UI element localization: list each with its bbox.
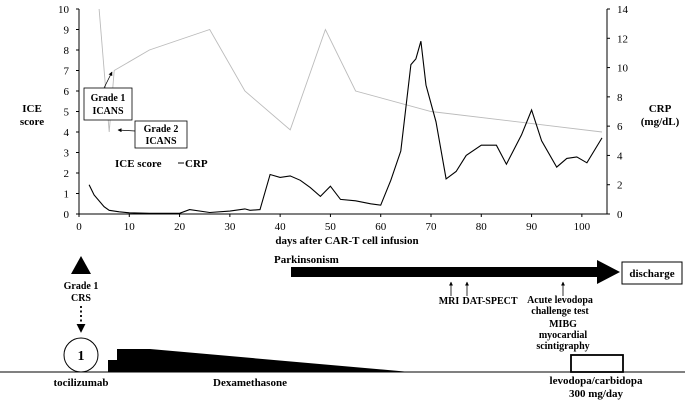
x-tick-label: 100 (574, 221, 591, 233)
y-left-tick-label: 5 (64, 107, 70, 119)
annotation-text-grade1-line1: Grade 1 (91, 93, 126, 104)
mibg-label-line3: scintigraphy (536, 341, 589, 352)
x-axis-label: days after CAR-T cell infusion (275, 235, 418, 247)
annotation-grade1-icans: Grade 1 ICANS (83, 71, 133, 121)
x-tick-label: 90 (526, 221, 538, 233)
series-line-crp (88, 41, 603, 214)
x-tick-label: 70 (426, 221, 438, 233)
chart-axes (78, 9, 608, 215)
x-tick-label: 40 (275, 221, 287, 233)
x-tick-label: 10 (124, 221, 136, 233)
annotation-text-grade1-line2: ICANS (92, 106, 124, 117)
dexamethasone-taper (108, 349, 410, 372)
mibg-label-line1: MIBG (549, 319, 577, 330)
annotation-arrow-grade2 (117, 128, 136, 133)
y-right-tick-label: 8 (617, 92, 623, 104)
x-tick-label: 80 (476, 221, 488, 233)
x-tick-label: 50 (325, 221, 337, 233)
dexamethasone-label: Dexamethasone (213, 377, 287, 389)
annotation-box-grade2 (134, 120, 188, 149)
parkinsonism-label: Parkinsonism (274, 254, 339, 266)
y-left-tick-label: 3 (64, 148, 70, 160)
event-label-levodopa-test-line1: Acute levodopa (527, 295, 593, 306)
y-right-tick-label: 2 (617, 180, 623, 192)
y-left-tick-label: 0 (64, 209, 70, 221)
x-tick-label: 30 (224, 221, 236, 233)
y-right-tick-label: 14 (617, 4, 629, 16)
tocilizumab-label: tocilizumab (54, 377, 109, 389)
parkinsonism-arrow (291, 260, 620, 284)
crs-label-line1: Grade 1 (64, 281, 99, 292)
annotation-text-grade2-line1: Grade 2 (144, 124, 179, 135)
x-tick-label: 20 (174, 221, 186, 233)
tocilizumab-dose-number: 1 (78, 349, 85, 364)
y-left-tick-label: 9 (64, 25, 70, 37)
levodopa-label-line2: 300 mg/day (569, 388, 624, 400)
annotation-box-grade1 (83, 87, 133, 121)
levodopa-bar (570, 354, 624, 373)
y-right-tick-label: 12 (617, 33, 628, 45)
chart-ticks: 0 10 20 30 40 50 60 70 80 90 100012345678910024681… (58, 4, 629, 233)
levodopa-label-line1: levodopa/carbidopa (550, 375, 643, 387)
y-left-tick-label: 8 (64, 45, 70, 57)
y-right-tick-label: 4 (617, 150, 623, 162)
crs-label-line2: CRS (71, 293, 91, 304)
crs-triangle (71, 256, 91, 274)
legend: ICE score CRP (115, 158, 208, 170)
y-right-tick-label: 6 (617, 121, 623, 133)
x-tick-label: 60 (375, 221, 387, 233)
y-left-tick-label: 7 (64, 66, 70, 78)
y-left-tick-label: 2 (64, 168, 70, 180)
x-tick-label: 0 (76, 221, 82, 233)
y-left-tick-label: 10 (58, 4, 70, 16)
legend-entry-ice-score: ICE score (115, 158, 162, 170)
y-axis-right-label-line1: CRP (649, 103, 672, 115)
y-axis-left-label-line2: score (20, 116, 44, 128)
discharge-label: discharge (629, 268, 674, 280)
y-right-tick-label: 0 (617, 209, 623, 221)
y-left-tick-label: 4 (64, 127, 70, 139)
annotation-grade2-icans: Grade 2 ICANS (117, 120, 188, 149)
timeline: Parkinsonism discharge MRI DAT-SPECT Acu… (0, 254, 685, 400)
y-axis-right-label-line2: (mg/dL) (641, 116, 680, 128)
event-label-dat-spect: DAT-SPECT (462, 296, 517, 307)
y-right-tick-label: 10 (617, 63, 629, 75)
chart-series (88, 8, 603, 214)
mibg-label-line2: myocardial (539, 330, 588, 341)
y-axis-left-label-line1: ICE (22, 103, 42, 115)
y-left-tick-label: 6 (64, 86, 70, 98)
event-label-mri: MRI (439, 296, 460, 307)
annotation-text-grade2-line2: ICANS (145, 136, 177, 147)
legend-entry-crp: CRP (185, 158, 208, 170)
series-line-ice-score (98, 8, 603, 133)
discharge-box (621, 261, 683, 285)
y-left-tick-label: 1 (64, 189, 70, 201)
annotation-arrow-grade1 (103, 71, 113, 89)
event-label-levodopa-test-line2: challenge test (531, 306, 589, 317)
